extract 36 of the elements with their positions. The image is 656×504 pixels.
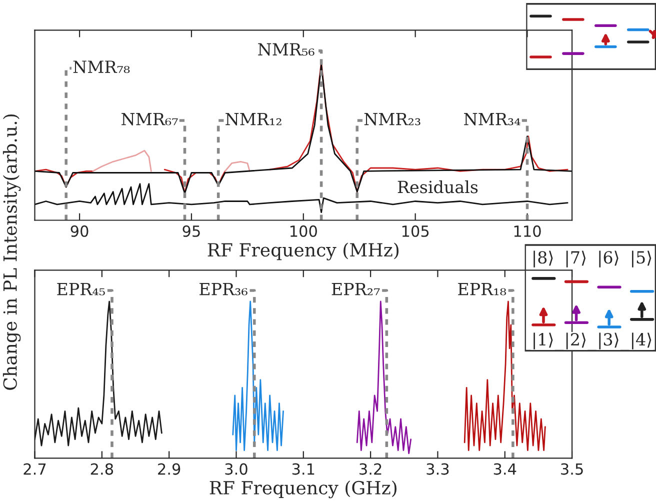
x-tick-label: 95 xyxy=(182,225,200,237)
x-tick-label: 110 xyxy=(514,225,541,237)
y-axis-title: Change in PL Intensity(arb.u.) xyxy=(2,114,21,390)
x-tick-label: 3.4 xyxy=(494,463,516,475)
ref-line-label: NMR₆₇ xyxy=(122,112,178,126)
text: |3⟩ xyxy=(599,332,618,350)
text: |6⟩ xyxy=(599,250,618,268)
x-tick-label: 2.7 xyxy=(24,463,46,475)
ref-line-label: NMR₃₄ xyxy=(464,112,520,126)
ref-line-label: NMR₅₆ xyxy=(258,43,314,56)
x-tick-label: 3.5 xyxy=(561,463,583,475)
x-axis-title: RF Frequency (MHz) xyxy=(208,242,399,260)
x-axis-title: RF Frequency (GHz) xyxy=(210,480,396,498)
ref-line-label: EPR₂₇ xyxy=(332,282,380,296)
x-tick-label: 3.1 xyxy=(292,463,314,475)
x-tick-label: 3.3 xyxy=(426,463,449,475)
ref-line-label: EPR₁₈ xyxy=(458,282,506,296)
x-tick-label: 2.8 xyxy=(90,463,114,475)
x-tick-label: 3.0 xyxy=(225,463,248,475)
annotation: |1⟩ xyxy=(534,332,553,350)
ref-line-label: NMR₇₈ xyxy=(73,60,130,74)
series-label: Residuals xyxy=(398,180,478,194)
text: |5⟩ xyxy=(632,250,652,268)
annotation: |2⟩ xyxy=(566,332,586,350)
text: |8⟩ xyxy=(534,250,553,268)
text: |4⟩ xyxy=(632,332,652,350)
ref-line-label: NMR₂₃ xyxy=(364,112,420,126)
text: |7⟩ xyxy=(566,250,586,268)
ref-line-label: EPR₃₆ xyxy=(200,282,248,296)
x-tick-label: 3.2 xyxy=(360,463,382,475)
x-tick-label: 105 xyxy=(402,225,429,237)
x-tick-label: 2.9 xyxy=(158,463,180,475)
x-tick-label: 100 xyxy=(290,225,317,237)
ref-line-label: EPR₄₅ xyxy=(57,282,105,296)
ref-line-label: NMR₁₂ xyxy=(226,112,282,126)
x-tick-label: 90 xyxy=(70,225,88,237)
